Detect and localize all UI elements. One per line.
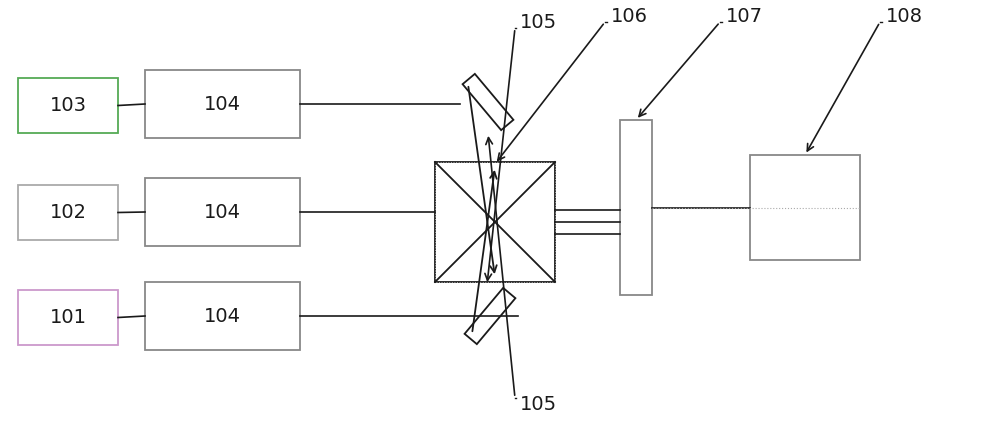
Bar (18, 185, 118, 240)
Text: 105: 105 (520, 396, 557, 415)
Text: 104: 104 (204, 95, 241, 114)
Bar (18, 290, 118, 345)
Bar (145, 178, 300, 246)
Bar (435, 162, 555, 282)
Text: 102: 102 (50, 203, 87, 222)
Polygon shape (463, 74, 513, 130)
Polygon shape (465, 288, 515, 344)
Text: 108: 108 (886, 6, 923, 25)
Text: 104: 104 (204, 307, 241, 326)
Bar (750, 155, 860, 260)
Text: 104: 104 (204, 203, 241, 221)
Text: 101: 101 (50, 308, 87, 327)
Bar (145, 282, 300, 350)
Bar (620, 120, 652, 295)
Bar (435, 162, 555, 282)
Text: 107: 107 (726, 6, 763, 25)
Text: 103: 103 (50, 96, 87, 115)
Bar (18, 78, 118, 133)
Text: 106: 106 (611, 6, 648, 25)
Text: 105: 105 (520, 12, 557, 31)
Bar (145, 70, 300, 138)
